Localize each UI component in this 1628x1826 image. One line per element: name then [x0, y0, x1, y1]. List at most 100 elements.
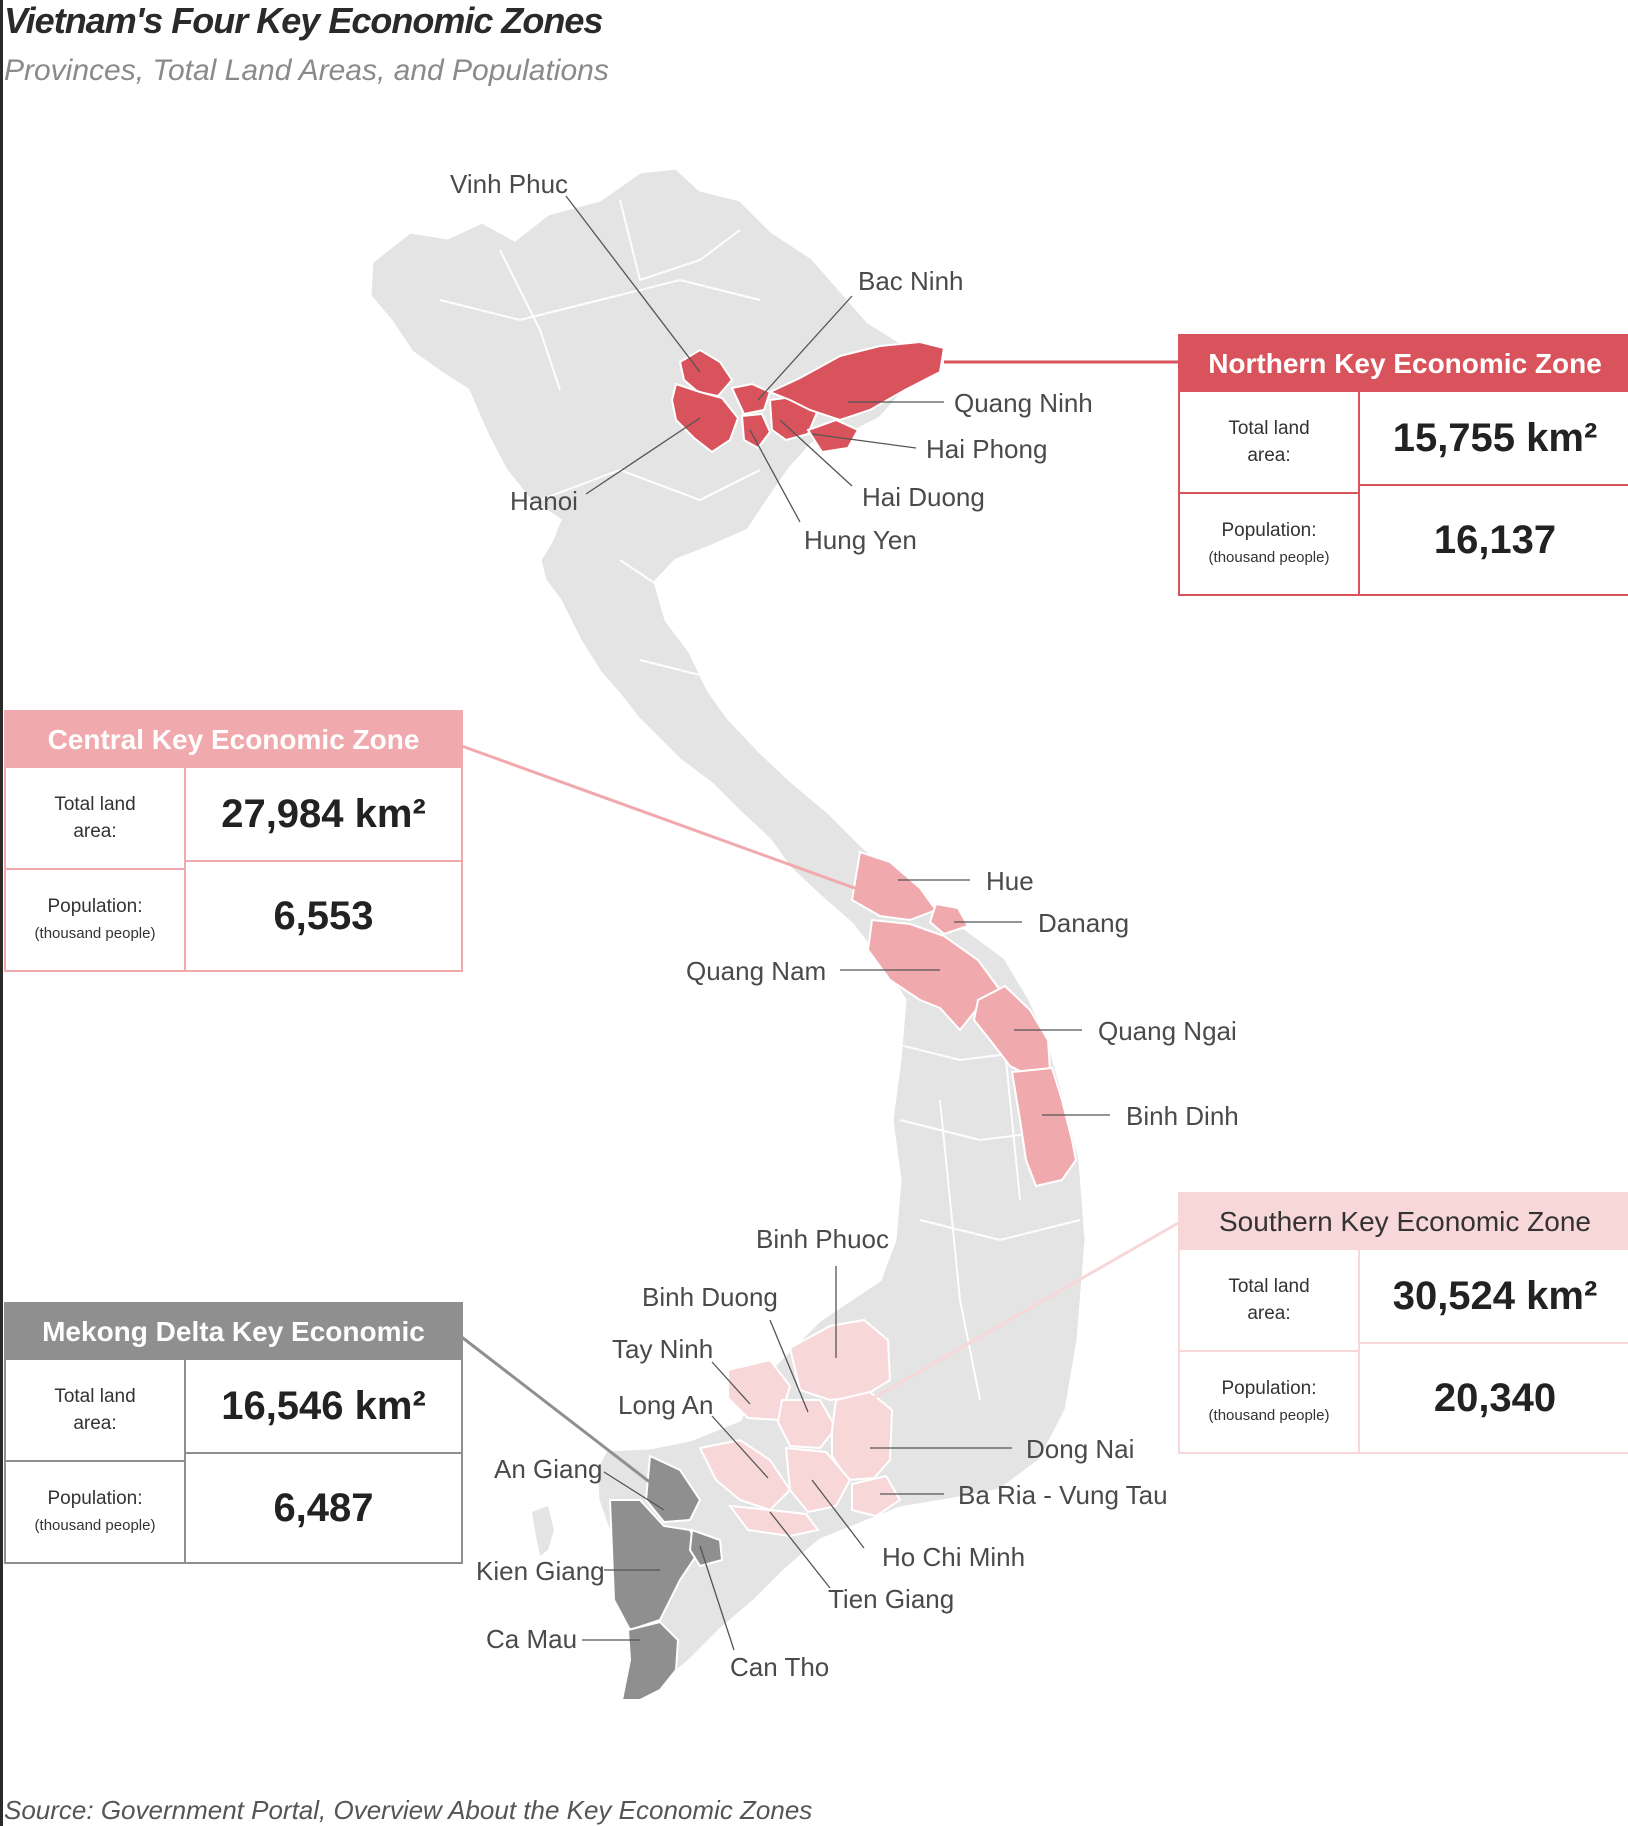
- label-binh-phuoc: Binh Phuoc: [756, 1224, 889, 1254]
- mekong-zone-title: Mekong Delta Key Economic Zone: [6, 1304, 461, 1403]
- northern-zone-region: [670, 340, 946, 454]
- phu-quoc-island: [532, 1506, 554, 1556]
- region-bac-ninh: [730, 382, 772, 416]
- northern-area-label: Total land area:: [1180, 392, 1360, 494]
- northern-zone-card: Northern Key Economic Zone Total land ar…: [1178, 334, 1628, 596]
- area-label-text: Total land area:: [54, 1386, 136, 1434]
- pop-unit-text: (thousand people): [1208, 549, 1330, 566]
- province-labels: Vinh Phuc Bac Ninh Quang Ninh Hai Phong …: [450, 169, 1239, 1682]
- region-ba-ria: [851, 1474, 902, 1518]
- map-subtitle: Provinces, Total Land Areas, and Populat…: [4, 54, 609, 87]
- region-hue: [850, 850, 938, 922]
- border-line: [439, 278, 761, 322]
- region-an-giang: [644, 1454, 702, 1524]
- pop-label-text: Population:: [47, 896, 143, 917]
- border-line: [619, 199, 741, 282]
- leader-tay-ninh: [711, 1361, 751, 1405]
- label-ba-ria: Ba Ria - Vung Tau: [958, 1480, 1168, 1510]
- central-area-label: Total land area:: [6, 768, 186, 870]
- region-can-tho: [688, 1528, 724, 1568]
- label-an-giang: An Giang: [494, 1454, 602, 1484]
- southern-area-label: Total land area:: [1180, 1250, 1360, 1352]
- label-quang-ninh: Quang Ninh: [954, 388, 1093, 418]
- region-quang-ninh: [767, 340, 946, 422]
- region-danang: [928, 902, 970, 936]
- leader-hai-phong: [811, 433, 917, 449]
- central-area-value: 27,984 km²: [186, 768, 461, 862]
- mekong-area-value: 16,546 km²: [186, 1360, 461, 1454]
- label-binh-duong: Binh Duong: [642, 1282, 778, 1312]
- leader-hai-duong: [779, 419, 853, 487]
- leader-bac-ninh: [757, 295, 853, 401]
- pop-label-text: Population:: [1221, 520, 1317, 541]
- southern-zone-region: [698, 1318, 902, 1538]
- central-pop-label: Population: (thousand people): [6, 870, 186, 970]
- source-note: Source: Government Portal, Overview Abou…: [4, 1795, 813, 1825]
- leader-binh-duong: [769, 1319, 809, 1413]
- northern-zone-title: Northern Key Economic Zone: [1180, 336, 1628, 392]
- central-zone-region: [850, 850, 1078, 1188]
- region-hanoi: [670, 382, 740, 454]
- area-label-text: Total land area:: [1228, 1276, 1310, 1324]
- mekong-zone-card: Mekong Delta Key Economic Zone Total lan…: [4, 1302, 463, 1564]
- mekong-pop-label: Population: (thousand people): [6, 1462, 186, 1562]
- label-binh-dinh: Binh Dinh: [1126, 1101, 1239, 1131]
- label-dong-nai: Dong Nai: [1026, 1434, 1134, 1464]
- label-tien-giang: Tien Giang: [828, 1584, 954, 1614]
- southern-zone-title: Southern Key Economic Zone: [1180, 1194, 1628, 1250]
- label-long-an: Long An: [618, 1390, 713, 1420]
- label-hai-phong: Hai Phong: [926, 434, 1047, 464]
- label-vinh-phuc: Vinh Phuc: [450, 169, 568, 199]
- province-leaders: [565, 195, 1110, 1651]
- connector-central: [458, 743, 861, 892]
- label-tay-ninh: Tay Ninh: [612, 1334, 713, 1364]
- region-binh-dinh: [1010, 1066, 1078, 1188]
- region-hung-yen: [740, 412, 772, 450]
- pop-label-text: Population:: [1221, 1378, 1317, 1399]
- border-line: [619, 559, 721, 641]
- connector-southern: [869, 1220, 1181, 1402]
- region-tien-giang: [727, 1504, 820, 1538]
- map-title: Vietnam's Four Key Economic Zones: [4, 0, 603, 41]
- border-line: [939, 1099, 981, 1401]
- area-label-text: Total land area:: [1228, 418, 1310, 466]
- border-line: [639, 659, 761, 721]
- southern-area-value: 30,524 km²: [1360, 1250, 1628, 1344]
- leader-hanoi: [585, 417, 701, 495]
- pop-label-text: Population:: [47, 1488, 143, 1509]
- southern-pop-value: 20,340: [1433, 1375, 1557, 1420]
- region-kien-giang: [608, 1499, 702, 1632]
- southern-pop-label: Population: (thousand people): [1180, 1352, 1360, 1452]
- leader-tien-giang: [769, 1511, 831, 1589]
- leader-vinh-phuc: [565, 195, 701, 373]
- zone-connectors: [458, 360, 1181, 1492]
- label-danang: Danang: [1038, 908, 1129, 938]
- northern-area-value: 15,755 km²: [1360, 392, 1628, 486]
- label-can-tho: Can Tho: [730, 1652, 829, 1682]
- region-long-an: [698, 1438, 792, 1512]
- central-pop-value: 6,553: [273, 893, 374, 938]
- pop-unit-text: (thousand people): [1208, 1407, 1330, 1424]
- mekong-pop-value: 6,487: [273, 1485, 374, 1530]
- label-quang-nam: Quang Nam: [686, 956, 826, 986]
- leader-hung-yen: [749, 429, 801, 523]
- northern-pop-label: Population: (thousand people): [1180, 494, 1360, 594]
- label-hung-yen: Hung Yen: [804, 525, 917, 555]
- area-label-text: Total land area:: [54, 794, 136, 842]
- pop-unit-text: (thousand people): [34, 1517, 156, 1534]
- region-vinh-phuc: [678, 348, 734, 398]
- region-ca-mau: [620, 1620, 680, 1701]
- label-quang-ngai: Quang Ngai: [1098, 1016, 1237, 1046]
- label-bac-ninh: Bac Ninh: [858, 266, 964, 296]
- central-zone-title: Central Key Economic Zone: [6, 712, 461, 768]
- label-kien-giang: Kien Giang: [476, 1556, 605, 1586]
- mekong-zone-region: [608, 1454, 724, 1701]
- central-zone-card: Central Key Economic Zone Total land are…: [4, 710, 463, 972]
- leader-an-giang: [603, 1471, 665, 1511]
- left-edge-bar: [0, 0, 3, 1826]
- connector-mekong: [458, 1333, 661, 1492]
- leader-can-tho: [699, 1545, 735, 1651]
- label-ca-mau: Ca Mau: [486, 1624, 577, 1654]
